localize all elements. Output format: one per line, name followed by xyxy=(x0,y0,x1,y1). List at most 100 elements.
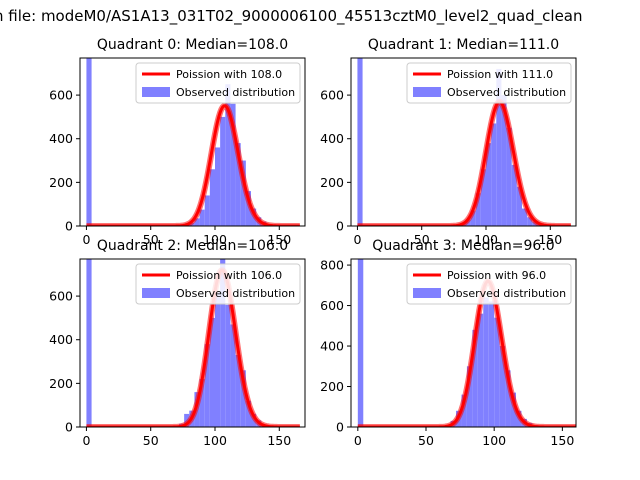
y-tick-label: 600 xyxy=(320,88,344,103)
hist-bar xyxy=(86,259,92,427)
x-tick-label: 50 xyxy=(143,232,159,247)
legend-observed-swatch xyxy=(142,87,170,97)
legend-observed-swatch xyxy=(413,87,441,97)
hist-bar xyxy=(240,370,246,427)
hist-bar xyxy=(494,317,500,427)
poisson-curve xyxy=(357,100,572,226)
x-tick-label: 0 xyxy=(82,433,90,448)
y-tick-label: 400 xyxy=(49,332,73,347)
hist-bar xyxy=(209,169,215,226)
hist-bar xyxy=(204,344,210,427)
hist-bar xyxy=(225,84,231,226)
hist-bar xyxy=(357,259,364,427)
hist-bar xyxy=(470,210,476,226)
hist-bar xyxy=(235,143,241,226)
y-tick-label: 200 xyxy=(49,175,73,190)
hist-bar xyxy=(240,160,246,226)
hist-bar xyxy=(194,218,200,226)
hist-bar xyxy=(522,208,528,226)
y-tick-label: 600 xyxy=(49,88,73,103)
y-tick-label: 0 xyxy=(65,219,73,234)
x-tick-label: 50 xyxy=(418,433,434,448)
hist-bar xyxy=(475,193,481,226)
hist-bar xyxy=(357,58,363,226)
y-tick-label: 400 xyxy=(320,131,344,146)
x-tick-label: 50 xyxy=(414,232,430,247)
hist-bar xyxy=(491,123,497,226)
y-tick-label: 0 xyxy=(65,420,73,435)
hist-bar xyxy=(215,147,221,226)
hist-bar xyxy=(486,143,492,226)
hist-bar xyxy=(220,116,226,226)
hist-bar xyxy=(230,103,236,226)
y-tick-label: 200 xyxy=(320,379,344,394)
panel-title: Quadrant 0: Median=108.0 xyxy=(97,37,288,53)
hist-bar xyxy=(488,301,495,427)
hist-bar xyxy=(511,164,517,226)
x-tick-label: 150 xyxy=(550,433,574,448)
quadrant-panel-3: 0 50 100 150 0 200 400 600 800 Quadrant 3: Median… xyxy=(320,238,577,448)
hist-bar xyxy=(496,68,502,226)
x-tick-label: 0 xyxy=(354,433,362,448)
poisson-curve xyxy=(86,104,301,226)
legend-observed-label: Observed distribution xyxy=(176,86,295,99)
hist-bar xyxy=(480,169,486,226)
y-tick-label: 0 xyxy=(336,219,344,234)
legend: Poission with 96.0 Observed distribution xyxy=(406,263,572,305)
x-tick-label: 100 xyxy=(474,232,498,247)
hist-bar xyxy=(230,324,236,427)
figure-suptitle: n file: modeM0/AS1A13_031T02_9000006100_… xyxy=(0,7,583,26)
hist-bar xyxy=(86,58,92,226)
hist-bar xyxy=(472,329,478,427)
quadrant-panel-2: 0 50 100 150 0 200 400 600 Quadrant 2: Median=10… xyxy=(49,238,306,448)
y-tick-label: 600 xyxy=(320,298,344,313)
hist-bar xyxy=(477,313,484,427)
x-tick-label: 150 xyxy=(538,232,562,247)
y-tick-label: 800 xyxy=(320,258,344,273)
quadrant-panel-0: 0 50 100 150 0 200 400 600 Quadrant 0: Median=10… xyxy=(49,37,306,247)
legend-poisson-label: Poission with 111.0 xyxy=(447,68,553,81)
axes-frame xyxy=(350,57,577,227)
legend-poisson-label: Poission with 108.0 xyxy=(176,68,282,81)
x-tick-label: 0 xyxy=(353,232,361,247)
legend-observed-label: Observed distribution xyxy=(447,287,566,300)
legend-poisson-label: Poission with 106.0 xyxy=(176,269,282,282)
y-tick-label: 400 xyxy=(49,131,73,146)
y-tick-label: 600 xyxy=(49,289,73,304)
hist-bar xyxy=(199,379,205,427)
x-tick-label: 150 xyxy=(267,433,291,448)
plot-area xyxy=(84,259,302,427)
legend-box xyxy=(135,62,301,104)
hist-bar xyxy=(510,392,516,427)
hist-bar xyxy=(245,400,251,427)
panel-title: Quadrant 3: Median=96.0 xyxy=(372,238,554,254)
legend-observed-swatch xyxy=(142,288,170,298)
plot-area xyxy=(355,58,573,226)
panel-title: Quadrant 2: Median=106.0 xyxy=(97,238,288,254)
legend-observed-label: Observed distribution xyxy=(176,287,295,300)
y-tick-label: 200 xyxy=(320,175,344,190)
legend-box xyxy=(406,62,572,104)
y-tick-label: 400 xyxy=(320,339,344,354)
y-tick-label: 200 xyxy=(49,376,73,391)
legend: Poission with 108.0 Observed distribution xyxy=(135,62,301,104)
hist-bar xyxy=(501,95,507,226)
axes-frame xyxy=(79,258,306,428)
legend: Poission with 106.0 Observed distribution xyxy=(135,263,301,305)
legend-observed-label: Observed distribution xyxy=(447,86,566,99)
axes-frame xyxy=(79,57,306,227)
quadrant-panel-1: 0 50 100 150 0 200 400 600 Quadrant 1: Median=11… xyxy=(320,37,577,247)
hist-bar xyxy=(209,317,215,427)
legend-observed-swatch xyxy=(413,288,441,298)
hist-bar xyxy=(220,259,226,427)
axes-frame xyxy=(350,258,577,428)
hist-bar xyxy=(527,217,533,226)
legend-box xyxy=(406,263,572,305)
x-tick-label: 100 xyxy=(482,433,506,448)
legend-poisson-label: Poission with 96.0 xyxy=(447,269,546,282)
hist-bar xyxy=(505,370,511,427)
hist-bar xyxy=(235,355,241,427)
poisson-curve-glow xyxy=(355,98,573,226)
legend: Poission with 111.0 Observed distribution xyxy=(406,62,572,104)
hist-bar xyxy=(245,191,251,226)
